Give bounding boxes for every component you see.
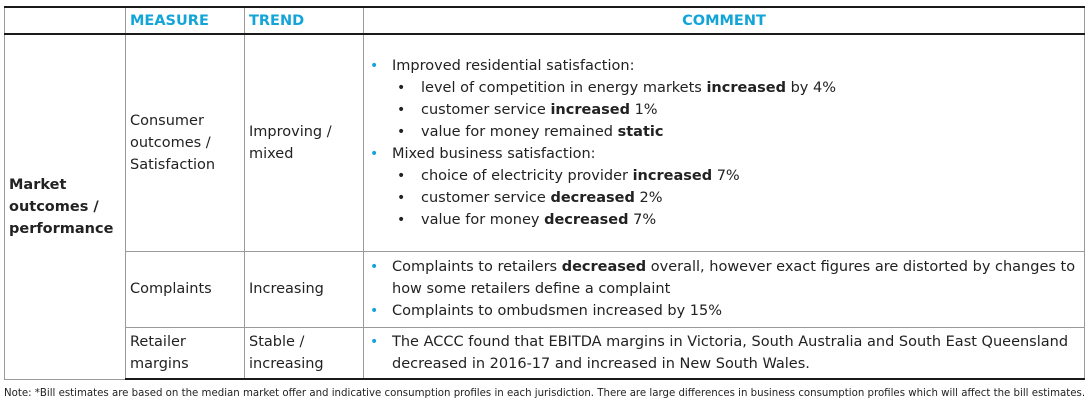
trend-cell: Increasing — [244, 250, 364, 328]
comment-text: value for money — [421, 211, 545, 228]
measure-cell: Retailer margins — [125, 326, 245, 380]
comment-list: Complaints to retailers decreased overal… — [370, 256, 1080, 322]
header-measure: MEASURE — [125, 6, 245, 35]
comment-text: 1% — [629, 101, 658, 118]
table-row: Market outcomes / performance Consumer o… — [4, 33, 1085, 380]
comment-text: Mixed business satisfaction: — [392, 145, 596, 162]
comment-text: choice of electricity provider — [421, 167, 633, 184]
comment-text: The ACCC found that EBITDA margins in Vi… — [392, 333, 1069, 372]
comment-bullet: Complaints to ombudsmen increased by 15% — [370, 300, 1080, 322]
table-row: Retailer margins Stable / increasing The… — [5, 326, 1085, 380]
comment-emphasis: increased — [550, 101, 630, 118]
comment-bullet: customer service decreased 2% — [370, 187, 1080, 209]
trend-cell: Improving / mixed — [244, 33, 364, 252]
comment-emphasis: static — [617, 123, 664, 140]
comment-bullet: Mixed business satisfaction: — [370, 143, 1080, 165]
measure-cell: Complaints — [125, 250, 245, 328]
comment-bullet: Improved residential satisfaction: — [370, 55, 1080, 77]
comment-bullet: value for money remained static — [370, 121, 1080, 143]
comment-cell: Improved residential satisfaction: level … — [363, 33, 1085, 252]
comment-text: level of competition in energy markets — [421, 79, 707, 96]
header-comment: COMMENT — [363, 6, 1085, 35]
comment-bullet: The ACCC found that EBITDA margins in Vi… — [370, 331, 1080, 375]
header-row: MEASURE TREND COMMENT — [4, 6, 1085, 35]
table-row: Complaints Increasing Complaints to reta… — [5, 250, 1085, 328]
comment-cell: Complaints to retailers decreased overal… — [363, 250, 1085, 328]
comment-emphasis: decreased — [544, 211, 629, 228]
comment-text: 7% — [628, 211, 657, 228]
comment-text: value for money remained — [421, 123, 618, 140]
comment-text: Complaints to ombudsmen increased by 15% — [392, 303, 723, 319]
comment-text: 7% — [712, 167, 740, 184]
measure-cell: Consumer outcomes / Satisfaction — [125, 33, 245, 252]
area-label: Market outcomes / performance — [4, 33, 126, 380]
comment-text: 2% — [634, 189, 663, 206]
comment-bullet: customer service increased 1% — [370, 99, 1080, 121]
header-trend: TREND — [244, 6, 364, 35]
comment-emphasis: decreased — [561, 259, 647, 275]
market-outcomes-table: MEASURE TREND COMMENT Market outcomes / … — [4, 6, 1085, 380]
trend-cell: Stable / increasing — [244, 326, 364, 380]
comment-text: customer service — [421, 189, 551, 206]
comment-list: The ACCC found that EBITDA margins in Vi… — [370, 331, 1080, 375]
comment-bullet: choice of electricity provider increased… — [370, 165, 1080, 187]
comment-list: Improved residential satisfaction: level … — [370, 55, 1080, 231]
comment-bullet: value for money decreased 7% — [370, 209, 1080, 231]
comment-emphasis: increased — [706, 79, 786, 96]
comment-text: by 4% — [785, 79, 836, 96]
comment-text: overall, however exact figures are disto… — [392, 259, 1076, 297]
comment-cell: The ACCC found that EBITDA margins in Vi… — [363, 326, 1085, 380]
comment-text: Complaints to retailers — [392, 259, 562, 275]
comment-emphasis: decreased — [550, 189, 635, 206]
comment-bullet: Complaints to retailers decreased overal… — [370, 256, 1080, 300]
comment-text: customer service — [421, 101, 551, 118]
footnote: Note: *Bill estimates are based on the m… — [4, 388, 1086, 399]
comment-text: Improved residential satisfaction: — [392, 57, 635, 74]
comment-bullet: level of competition in energy markets i… — [370, 77, 1080, 99]
comment-emphasis: increased — [632, 167, 713, 184]
header-area — [4, 6, 126, 35]
